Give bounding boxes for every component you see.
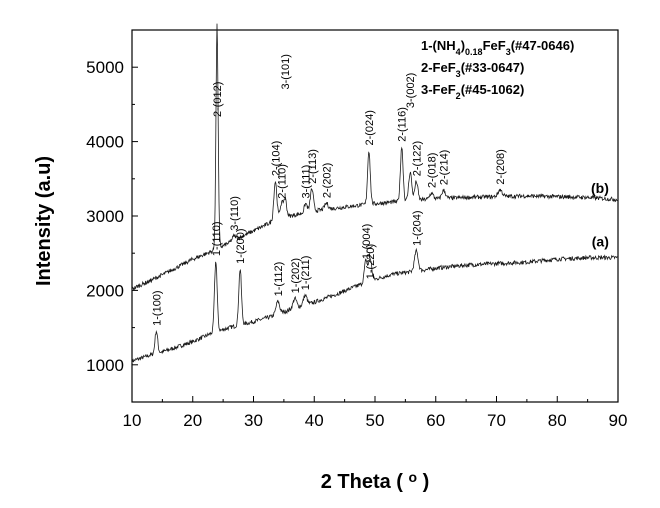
peak-label: 1-(110) xyxy=(211,221,223,256)
plot-frame xyxy=(131,29,619,403)
peak-label: 1-(200) xyxy=(235,228,247,263)
peak-label: 1-(004) xyxy=(361,224,373,259)
peak-label: 2-(116) xyxy=(397,107,409,142)
peak-label: 2-(104) xyxy=(270,141,282,176)
x-tick-label: 90 xyxy=(609,411,628,430)
legend-entry: 2-FeF3(#33-0647) xyxy=(421,60,524,79)
peak-label: 3-(002) xyxy=(405,73,417,108)
peak-label: 1-(220) xyxy=(365,244,377,279)
series-a: (a) xyxy=(131,234,619,364)
axes: 10 20 30 40 50 60 70 80 90 1000 2000 3000 4000 5000 2 … xyxy=(33,29,628,493)
y-tick-label: 2000 xyxy=(86,281,124,300)
peak-label: 2-(122) xyxy=(411,141,423,176)
x-tick-label: 80 xyxy=(548,411,567,430)
x-tick-label: 10 xyxy=(123,411,142,430)
peak-label: 3-(110) xyxy=(229,196,241,231)
peak-label: 2-(018) xyxy=(426,153,438,188)
peak-label: 1-(112) xyxy=(273,262,285,297)
peak-label: 1-(204) xyxy=(411,210,423,245)
y-tick-label: 3000 xyxy=(86,207,124,226)
curve-label-b: (b) xyxy=(591,180,609,196)
x-axis-title: 2 Theta ( o ) xyxy=(321,469,430,493)
peak-label: 1-(202) xyxy=(290,258,302,293)
legend-entry: 1-(NH4)0.18FeF3(#47-0646) xyxy=(421,38,574,57)
series-line-a xyxy=(131,247,619,364)
x-tick-label: 60 xyxy=(426,411,445,430)
peak-label: 2-(208) xyxy=(495,149,507,184)
x-tick-label: 50 xyxy=(366,411,385,430)
curve-label-a: (a) xyxy=(592,234,609,250)
peak-label: 3-(101) xyxy=(280,54,292,89)
peak-label: 3-(111) xyxy=(301,165,313,199)
peak-label: 2-(202) xyxy=(321,163,333,198)
peak-label: 2-(024) xyxy=(364,110,376,145)
peak-label: 2-(214) xyxy=(439,150,451,185)
y-tick-label: 5000 xyxy=(86,58,124,77)
y-tick-label: 1000 xyxy=(86,356,124,375)
peak-labels: 1-(100) 1-(110) 1-(200) 1-(112) 1-(202)1-(21… xyxy=(151,54,507,326)
peak-label: 1-(100) xyxy=(151,290,163,325)
series-b: (b) xyxy=(131,23,619,291)
peak-label: 2-(110) xyxy=(276,164,288,199)
y-axis-title: Intensity (a.u) xyxy=(33,156,55,286)
peak-label: 2-(113) xyxy=(307,149,319,184)
peak-label: 1-(211) xyxy=(300,256,312,291)
legend-entry: 3-FeF2(#45-1062) xyxy=(421,82,524,101)
series-line-b xyxy=(131,23,619,291)
y-tick-label: 4000 xyxy=(86,133,124,152)
x-tick-label: 40 xyxy=(305,411,324,430)
x-tick-label: 20 xyxy=(183,411,202,430)
x-tick-label: 30 xyxy=(244,411,263,430)
peak-label: 2-(012) xyxy=(212,82,224,117)
x-tick-label: 70 xyxy=(487,411,506,430)
legend: 1-(NH4)0.18FeF3(#47-0646) 2-FeF3(#33-0647… xyxy=(421,38,574,101)
